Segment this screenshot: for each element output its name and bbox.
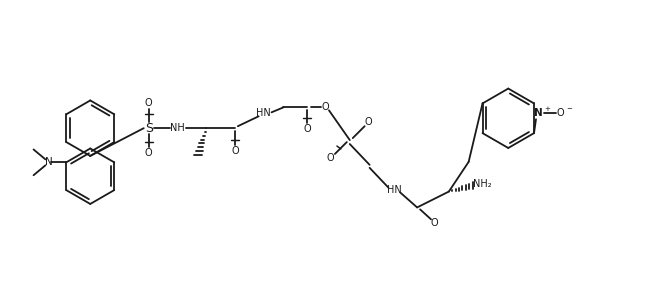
Text: O: O — [326, 153, 334, 163]
Text: S: S — [145, 122, 152, 135]
Text: O: O — [303, 124, 311, 134]
Text: +: + — [544, 106, 550, 112]
Text: O: O — [365, 117, 372, 127]
Text: O: O — [231, 146, 239, 156]
Text: O: O — [557, 108, 564, 118]
Text: NH₂: NH₂ — [473, 179, 492, 189]
Text: N: N — [44, 157, 52, 167]
Text: O: O — [145, 148, 152, 158]
Text: N: N — [534, 108, 542, 118]
Text: O: O — [430, 218, 438, 228]
Text: NH: NH — [170, 123, 185, 133]
Text: O: O — [145, 98, 152, 108]
Text: −: − — [567, 106, 572, 112]
Text: HN: HN — [256, 108, 271, 118]
Text: O: O — [321, 102, 329, 112]
Text: HN: HN — [387, 185, 402, 195]
